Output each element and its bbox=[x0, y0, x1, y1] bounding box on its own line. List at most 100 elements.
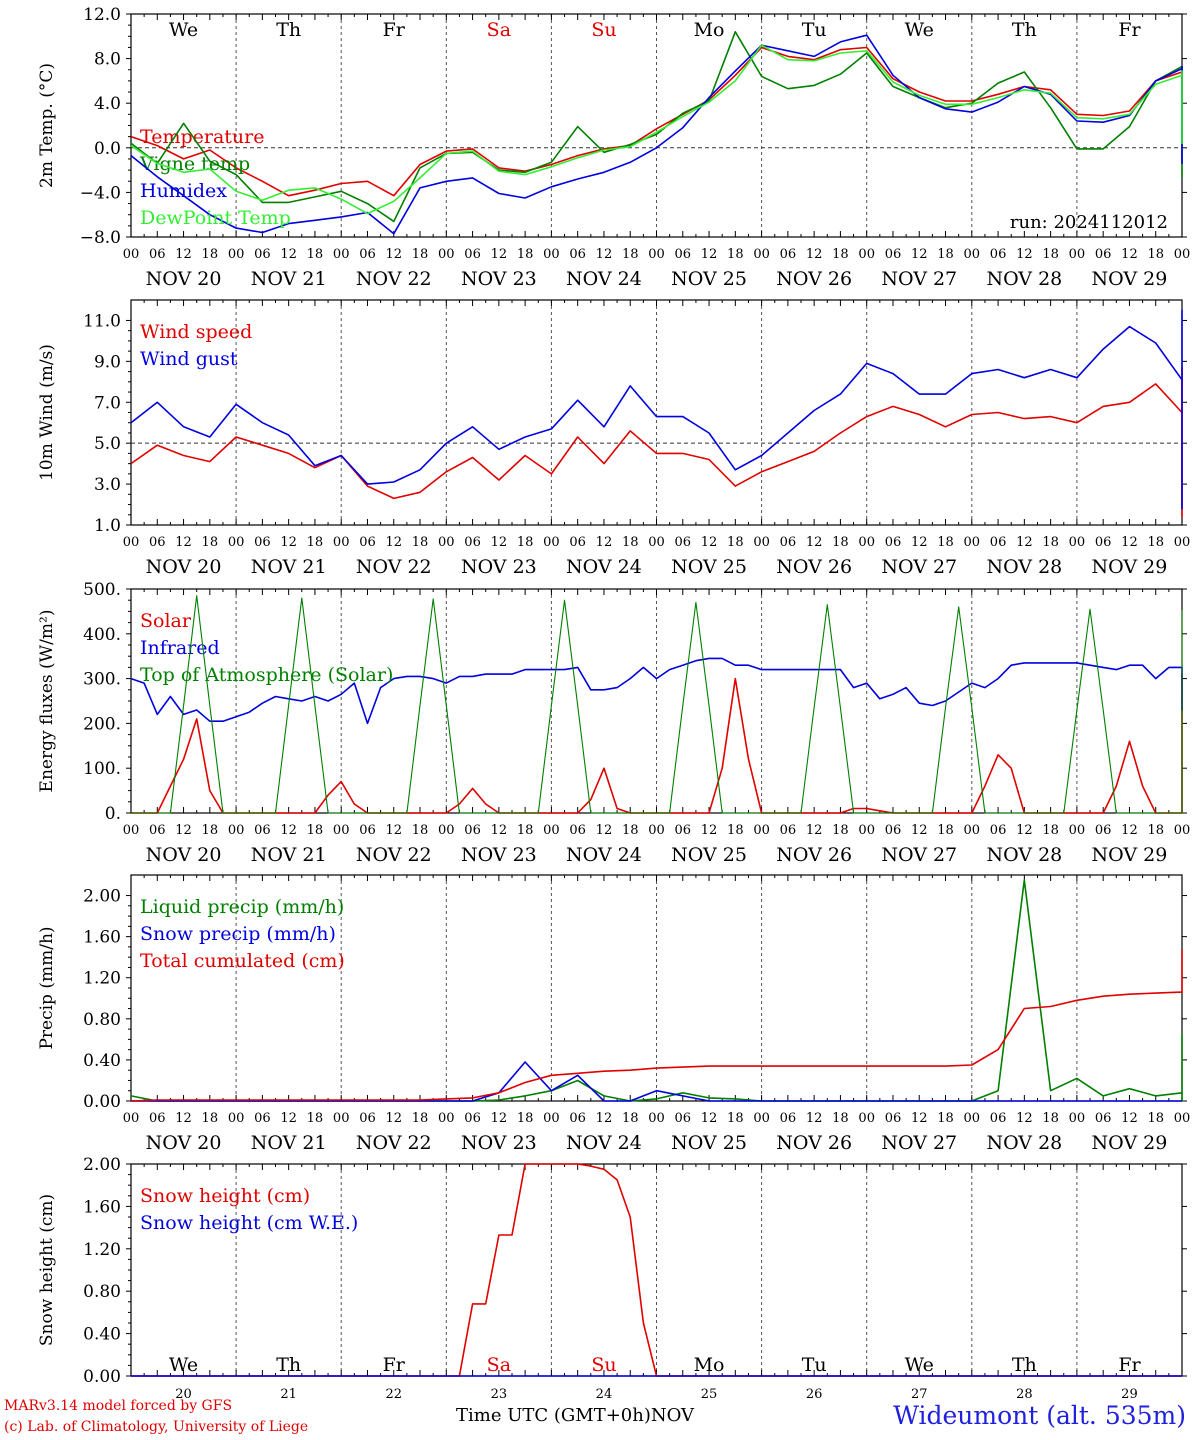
day-number-label: 20 bbox=[175, 1387, 192, 1402]
panel-1-hour-label: 00 bbox=[543, 535, 560, 550]
panel-0-weekday-label: Tu bbox=[802, 19, 827, 41]
panel-2-hour-label: 18 bbox=[307, 823, 324, 838]
panel-3-hour-label: 06 bbox=[675, 1111, 692, 1126]
panel-2-ylabel: Energy fluxes (W/m²) bbox=[37, 610, 57, 793]
panel-0-ytick-label: 4.0 bbox=[94, 94, 121, 114]
panel-0-hour-label: 18 bbox=[622, 247, 639, 262]
panel-2-date-label: NOV 29 bbox=[1092, 844, 1168, 866]
panel-2-hour-label: 18 bbox=[622, 823, 639, 838]
panel-0-hour-label: 12 bbox=[385, 247, 402, 262]
panel-1-hour-label: 06 bbox=[254, 535, 271, 550]
panel-0-date-label: NOV 25 bbox=[671, 268, 747, 290]
panel-3-hour-label: 00 bbox=[123, 1111, 140, 1126]
day-number-label: 29 bbox=[1121, 1387, 1138, 1402]
panel-0-date-label: NOV 23 bbox=[461, 268, 537, 290]
panel-1-hour-label: 12 bbox=[175, 535, 192, 550]
panel-2-ytick-label: 300. bbox=[83, 670, 121, 690]
panel-0-frame bbox=[130, 13, 1183, 238]
panel-3-hour-label: 12 bbox=[701, 1111, 718, 1126]
panel-0-hour-label: 12 bbox=[491, 247, 508, 262]
panel-0-hour-label: 00 bbox=[438, 247, 455, 262]
panel-3-series-2 bbox=[130, 950, 1183, 1102]
day-number-label: 28 bbox=[1016, 1387, 1033, 1402]
panel-1-hour-label: 06 bbox=[569, 535, 586, 550]
panel-0-hour-label: 00 bbox=[1174, 247, 1191, 262]
panel-3-hour-label: 06 bbox=[780, 1111, 797, 1126]
panel-0-legend-0: Temperature bbox=[140, 126, 264, 148]
panel-1-hour-label: 18 bbox=[307, 535, 324, 550]
panel-3-ytick-label: 0.40 bbox=[83, 1051, 121, 1071]
panel-1-hour-label: 00 bbox=[648, 535, 665, 550]
panel-0-hour-label: 06 bbox=[675, 247, 692, 262]
panel-2-hour-label: 18 bbox=[937, 823, 954, 838]
panel-3-date-label: NOV 23 bbox=[461, 1132, 537, 1154]
day-number-label: 25 bbox=[701, 1387, 718, 1402]
panel-0-ytick-label: 0.0 bbox=[94, 139, 121, 159]
panel-1-ytick-label: 1.0 bbox=[94, 516, 121, 536]
panel-3-hour-label: 12 bbox=[1016, 1111, 1033, 1126]
panel-2-hour-label: 12 bbox=[911, 823, 928, 838]
panel-3-date-label: NOV 22 bbox=[356, 1132, 432, 1154]
panel-0-date-label: NOV 28 bbox=[986, 268, 1062, 290]
panel-3-legend-2: Total cumulated (cm) bbox=[140, 950, 345, 972]
panel-0-weekday-label: Su bbox=[591, 19, 616, 41]
panel-1-ytick-label: 7.0 bbox=[94, 393, 121, 413]
panel-3-hour-label: 18 bbox=[307, 1111, 324, 1126]
panel-1-hour-label: 12 bbox=[806, 535, 823, 550]
panel-1-hour-label: 12 bbox=[385, 535, 402, 550]
panel-2-hour-label: 12 bbox=[385, 823, 402, 838]
panel-2-hour-label: 00 bbox=[753, 823, 770, 838]
panel-0-ytick-label: −4.0 bbox=[80, 183, 121, 203]
panel-2-hour-label: 06 bbox=[1095, 823, 1112, 838]
panel-2-legend-2: Top of Atmosphere (Solar) bbox=[140, 664, 393, 686]
panel-0-hour-label: 12 bbox=[701, 247, 718, 262]
panel-1-legend-1: Wind gust bbox=[140, 348, 238, 370]
panel-4-ytick-label: 2.00 bbox=[83, 1155, 121, 1175]
panel-1-hour-label: 12 bbox=[911, 535, 928, 550]
panel-2-hour-label: 18 bbox=[1147, 823, 1164, 838]
panel-2-date-label: NOV 27 bbox=[881, 844, 957, 866]
panel-4-weekday-label: We bbox=[905, 1354, 934, 1376]
panel-3-hour-label: 06 bbox=[254, 1111, 271, 1126]
panel-2-hour-label: 12 bbox=[491, 823, 508, 838]
panel-1-hour-label: 18 bbox=[1147, 535, 1164, 550]
panel-2-date-label: NOV 20 bbox=[146, 844, 222, 866]
panel-2-ytick-label: 400. bbox=[83, 625, 121, 645]
panel-0-weekday-label: Fr bbox=[383, 19, 406, 41]
panel-0-date-label: NOV 27 bbox=[881, 268, 957, 290]
panel-3-hour-label: 06 bbox=[990, 1111, 1007, 1126]
panel-1-hour-label: 12 bbox=[596, 535, 613, 550]
panel-2-hour-label: 06 bbox=[569, 823, 586, 838]
day-number-label: 21 bbox=[280, 1387, 297, 1402]
panel-1-hour-label: 18 bbox=[1042, 535, 1059, 550]
panel-3-hour-label: 12 bbox=[175, 1111, 192, 1126]
panel-2-date-label: NOV 25 bbox=[671, 844, 747, 866]
panel-3-hour-label: 00 bbox=[1174, 1111, 1191, 1126]
panel-0-weekday-label: Th bbox=[276, 19, 301, 41]
panel-1-hour-label: 06 bbox=[990, 535, 1007, 550]
panel-3-hour-label: 06 bbox=[149, 1111, 166, 1126]
panel-1-hour-label: 06 bbox=[149, 535, 166, 550]
panel-1-hour-label: 18 bbox=[727, 535, 744, 550]
panel-1-hour-label: 18 bbox=[832, 535, 849, 550]
panel-3-ytick-label: 2.00 bbox=[83, 887, 121, 907]
panel-0-hour-label: 18 bbox=[727, 247, 744, 262]
station-label: Wideumont (alt. 535m) bbox=[893, 1401, 1186, 1430]
panel-2-hour-label: 06 bbox=[675, 823, 692, 838]
panel-3-hour-label: 00 bbox=[228, 1111, 245, 1126]
panel-0-hour-label: 06 bbox=[990, 247, 1007, 262]
panel-3-ytick-label: 0.00 bbox=[83, 1092, 121, 1112]
panel-3-date-label: NOV 26 bbox=[776, 1132, 852, 1154]
panel-1-hour-label: 06 bbox=[780, 535, 797, 550]
panel-2-hour-label: 00 bbox=[1174, 823, 1191, 838]
panel-0-series-1 bbox=[130, 30, 1183, 223]
panel-1-ytick-label: 5.0 bbox=[94, 434, 121, 454]
panel-0-hour-label: 12 bbox=[911, 247, 928, 262]
panel-3-hour-label: 18 bbox=[412, 1111, 429, 1126]
panel-4-legend-0: Snow height (cm) bbox=[140, 1185, 310, 1207]
panel-3-hour-label: 00 bbox=[1069, 1111, 1086, 1126]
panel-2-date-label: NOV 24 bbox=[566, 844, 642, 866]
panel-3-hour-label: 18 bbox=[622, 1111, 639, 1126]
panel-1-date-label: NOV 23 bbox=[461, 556, 537, 578]
